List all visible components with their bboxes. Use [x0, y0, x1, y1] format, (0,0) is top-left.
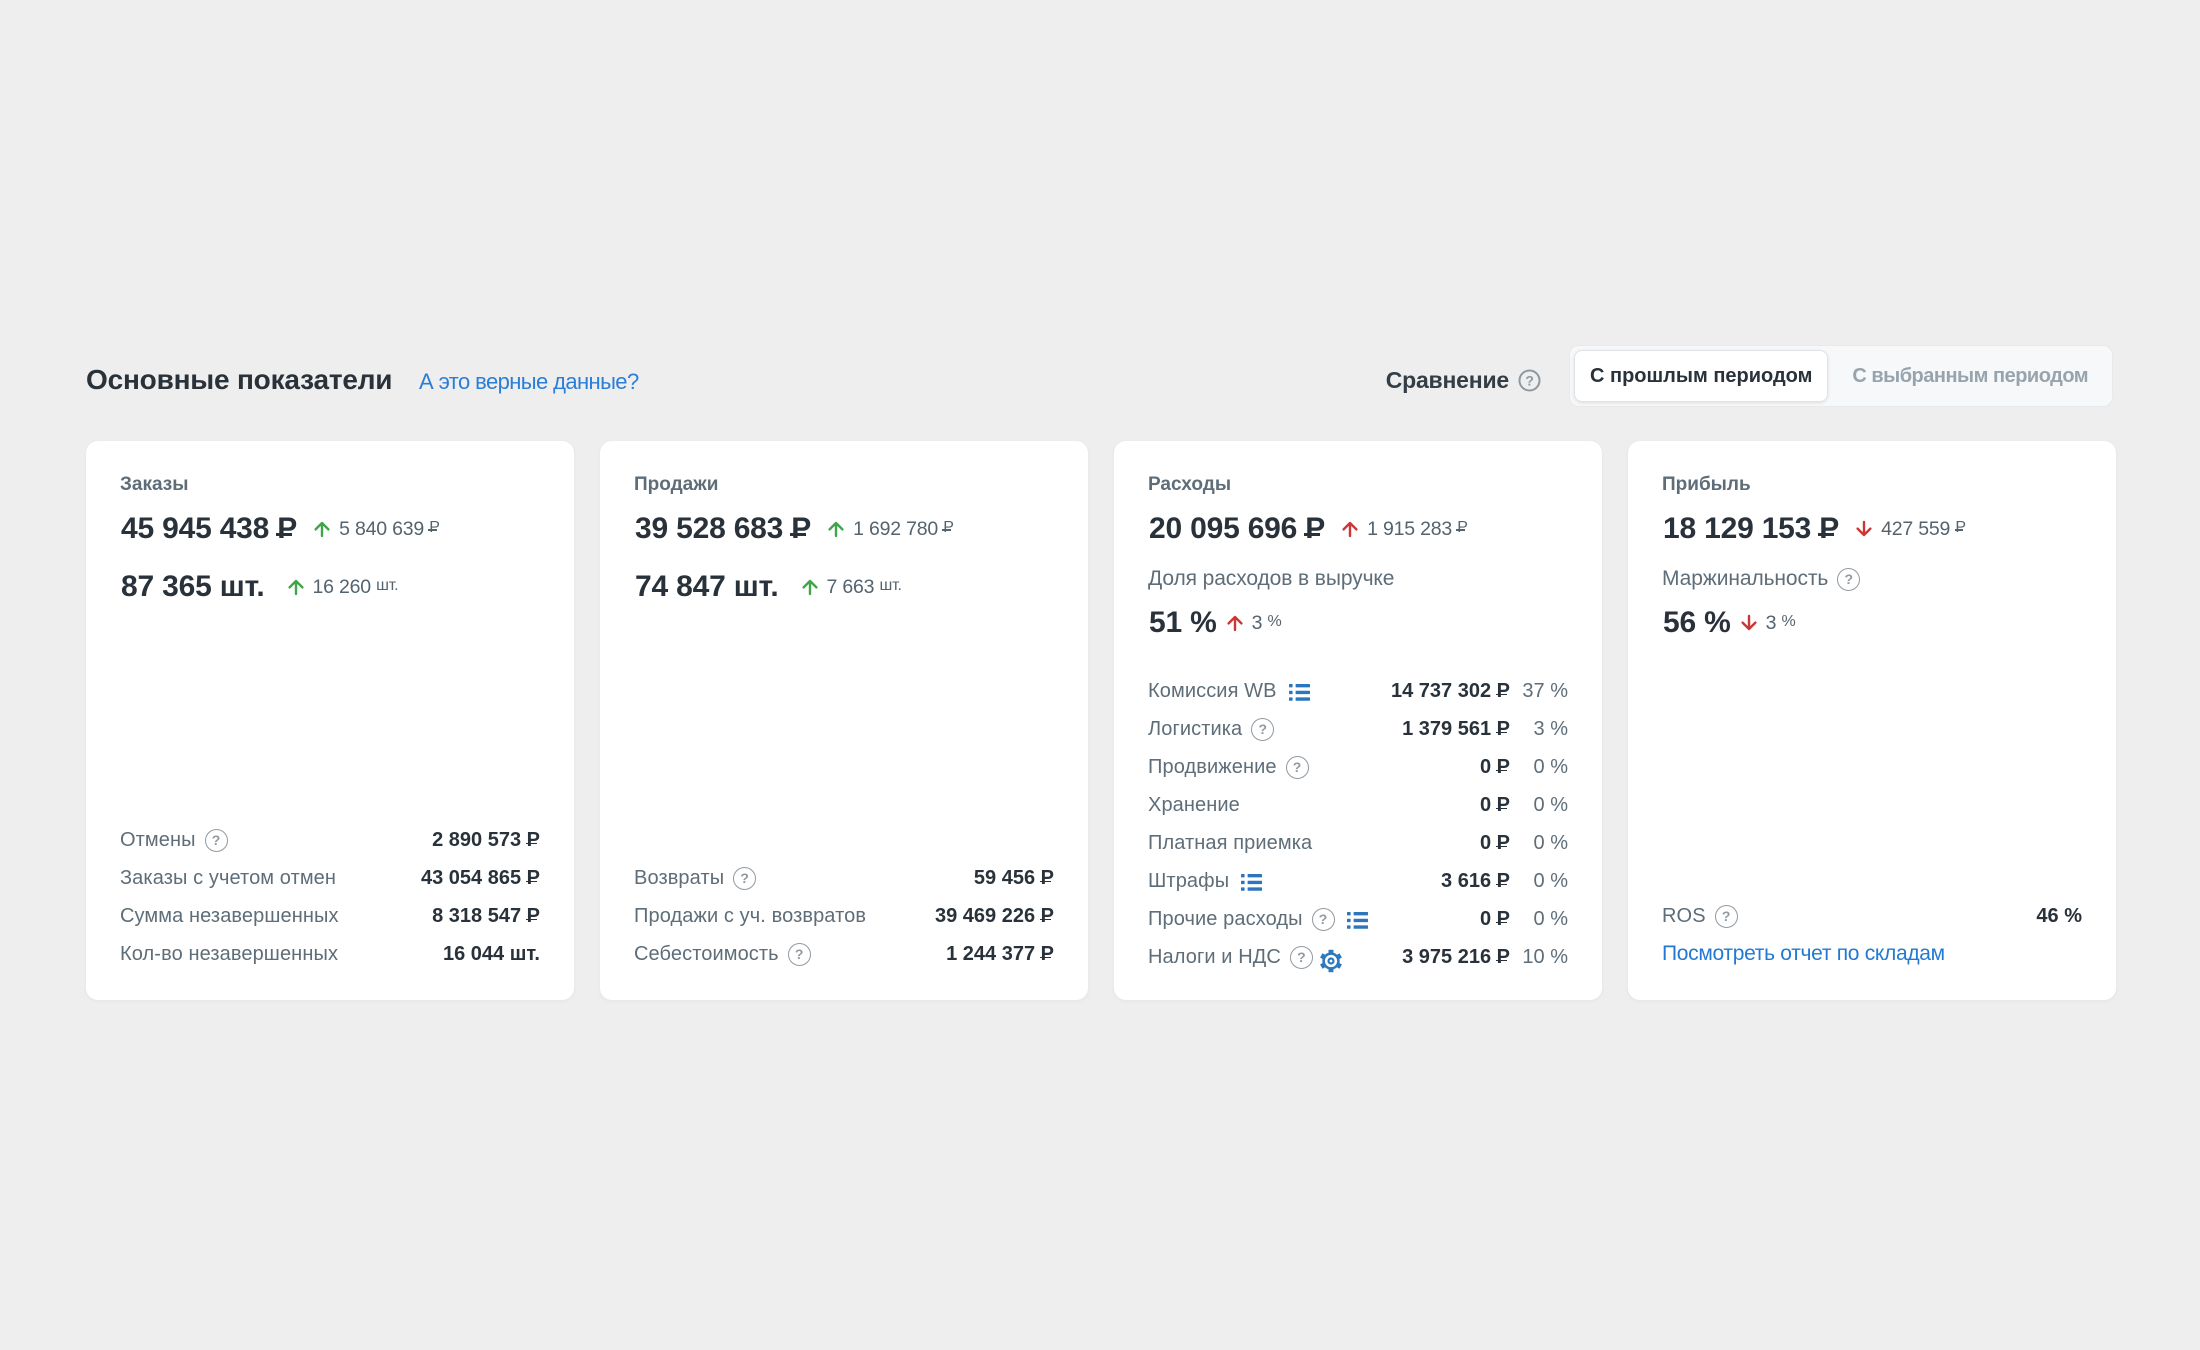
svg-text:?: ? — [1525, 372, 1533, 388]
